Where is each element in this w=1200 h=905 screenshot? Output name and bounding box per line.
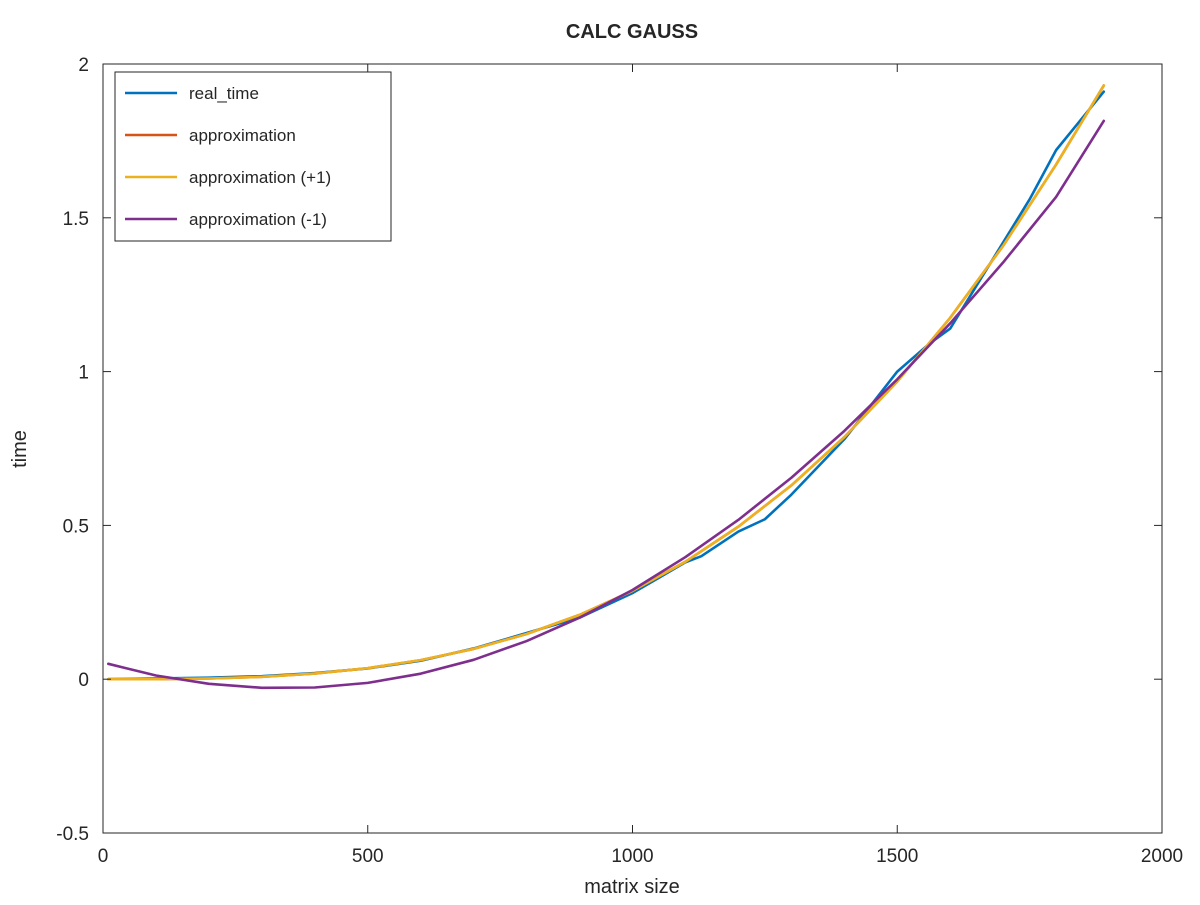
y-tick-label: -0.5 xyxy=(56,824,89,845)
series-line-3 xyxy=(107,119,1106,690)
x-tick-label: 0 xyxy=(98,846,109,867)
legend-box xyxy=(114,71,392,242)
x-tick-label: 500 xyxy=(352,846,384,867)
x-tick-label: 2000 xyxy=(1141,846,1183,867)
legend-label-0: real_time xyxy=(189,84,259,103)
series-layer xyxy=(107,84,1106,690)
y-tick-label: 0 xyxy=(78,670,89,691)
y-tick-label: 2 xyxy=(78,55,89,76)
y-tick-label: 0.5 xyxy=(63,516,89,537)
chart-title: CALC GAUSS xyxy=(566,21,698,43)
legend-label-1: approximation xyxy=(189,126,296,145)
x-axis-label: matrix size xyxy=(584,876,680,898)
y-axis-label: time xyxy=(9,430,31,468)
x-tick-label: 1000 xyxy=(611,846,653,867)
legend-label-3: approximation (-1) xyxy=(189,210,327,229)
legend: real_time approximation approximation (+1)… xyxy=(114,71,392,242)
x-tick-label: 1500 xyxy=(876,846,918,867)
legend-label-2: approximation (+1) xyxy=(189,168,331,187)
ticks-layer: 0 500 1000 1500 2000 -0.5 0 0.5 1 1.5 2 xyxy=(56,55,1183,867)
y-tick-label: 1.5 xyxy=(63,209,89,230)
y-tick-label: 1 xyxy=(78,363,89,384)
